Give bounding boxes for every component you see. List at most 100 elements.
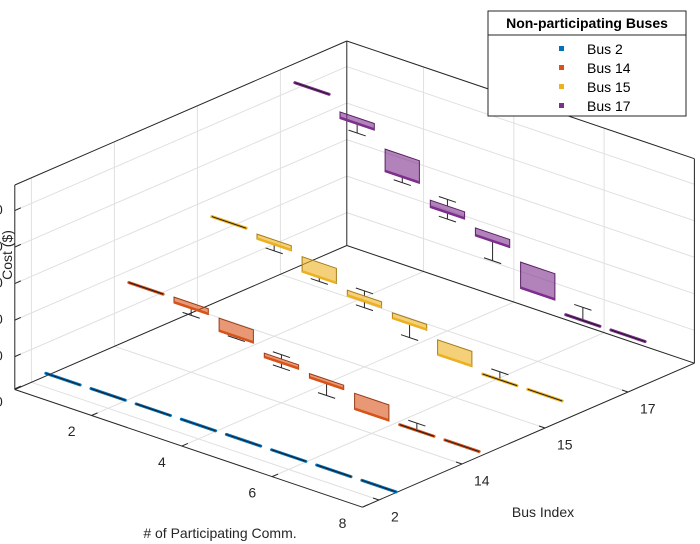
x-axis-label: # of Participating Comm. [143, 525, 296, 541]
box-mark [520, 261, 556, 301]
box-mark [346, 287, 383, 312]
box-mark [89, 387, 127, 402]
y-axis-label: Bus Index [512, 504, 574, 520]
box-mark [179, 417, 218, 433]
grid-line [14, 212, 347, 358]
median-line [256, 237, 292, 252]
z-tick-label: 250 [0, 238, 3, 254]
box-mark [224, 432, 263, 448]
grid-line [197, 309, 546, 429]
series-bus-2 [44, 371, 398, 494]
lower-cap [227, 335, 246, 343]
axis-edge [14, 245, 347, 390]
upper-cap [408, 419, 426, 427]
median-line [181, 418, 216, 432]
legend-entry: Bus 15 [587, 79, 631, 95]
x-tick-label: 8 [339, 515, 347, 531]
grid-line [31, 381, 380, 501]
median-line [271, 449, 307, 462]
grid-line [114, 345, 463, 465]
grid-line [346, 175, 695, 295]
lower-cap [348, 129, 366, 137]
box-mark [315, 463, 353, 479]
box-mark [398, 419, 436, 438]
box-mark [443, 438, 481, 454]
grid-line [346, 66, 695, 185]
lower-cap [483, 257, 502, 265]
grid-line [14, 102, 347, 248]
median-line [45, 372, 81, 386]
z-tick-mark [14, 385, 22, 390]
y-tick-mark [538, 425, 546, 429]
z-tick-mark [14, 243, 22, 248]
legend: Non-participating Buses Bus 2 Bus 14 Bus 15… [487, 10, 687, 117]
median-line [339, 116, 375, 131]
z-tick-mark [14, 207, 22, 212]
median-line [128, 282, 164, 295]
x-tick-label: 2 [68, 423, 76, 439]
box-mark [354, 392, 390, 422]
series-bus-15 [210, 215, 564, 403]
lower-cap [317, 392, 336, 399]
lower-cap [272, 364, 291, 372]
median-line [218, 329, 254, 344]
grid-line [91, 271, 424, 416]
grid-line [280, 273, 629, 393]
grid-line [14, 175, 347, 321]
grid-line [271, 332, 605, 478]
legend-entry: Bus 2 [587, 41, 623, 57]
box-mark [526, 387, 564, 403]
box-body [354, 392, 390, 422]
median-line [429, 205, 465, 220]
median-line [520, 286, 556, 301]
box-mark [308, 372, 345, 399]
median-line [527, 388, 563, 402]
axis-edge [14, 40, 347, 186]
axis-edge [346, 245, 695, 364]
median-line [437, 353, 473, 368]
box-mark [301, 256, 337, 285]
upper-cap [438, 196, 457, 203]
upper-cap [355, 287, 374, 295]
legend-swatch [559, 103, 564, 108]
box-mark [270, 448, 308, 463]
median-line [294, 82, 330, 95]
legend-box [487, 10, 687, 117]
median-line [211, 216, 247, 229]
median-line [309, 376, 345, 391]
x-tick-mark [362, 504, 369, 508]
z-tick-mark [14, 280, 22, 285]
box-mark [263, 351, 300, 372]
median-line [399, 424, 435, 437]
median-line [346, 294, 382, 309]
lower-cap [182, 311, 200, 319]
y-tick-label: 17 [640, 401, 656, 417]
box-mark [391, 312, 428, 341]
upper-cap [491, 368, 509, 376]
box-mark [564, 303, 602, 328]
legend-swatch [559, 84, 564, 89]
labels-layer: 0 100 150 200 250 300 2 4 6 8 2 14 15 17 # of Particip… [0, 201, 656, 541]
box-mark [339, 111, 375, 137]
legend-swatch [559, 65, 564, 70]
median-line [444, 439, 480, 453]
box-mark [360, 478, 398, 494]
x-tick-mark [181, 442, 189, 447]
grid-line [181, 301, 515, 447]
box-mark [134, 402, 172, 418]
axis-edge [14, 389, 363, 508]
lower-cap [265, 247, 283, 255]
legend-entry: Bus 14 [587, 60, 631, 76]
median-line [482, 373, 518, 387]
z-tick-label: 0 [0, 393, 3, 409]
median-line [361, 479, 397, 493]
upper-cap [272, 351, 291, 359]
y-tick-mark [455, 461, 463, 465]
grid-line [346, 102, 695, 222]
x-tick-label: 6 [248, 484, 256, 500]
box-mark [429, 196, 466, 223]
grid-line [14, 66, 347, 212]
upper-cap [574, 303, 592, 311]
legend-swatch [559, 46, 564, 51]
